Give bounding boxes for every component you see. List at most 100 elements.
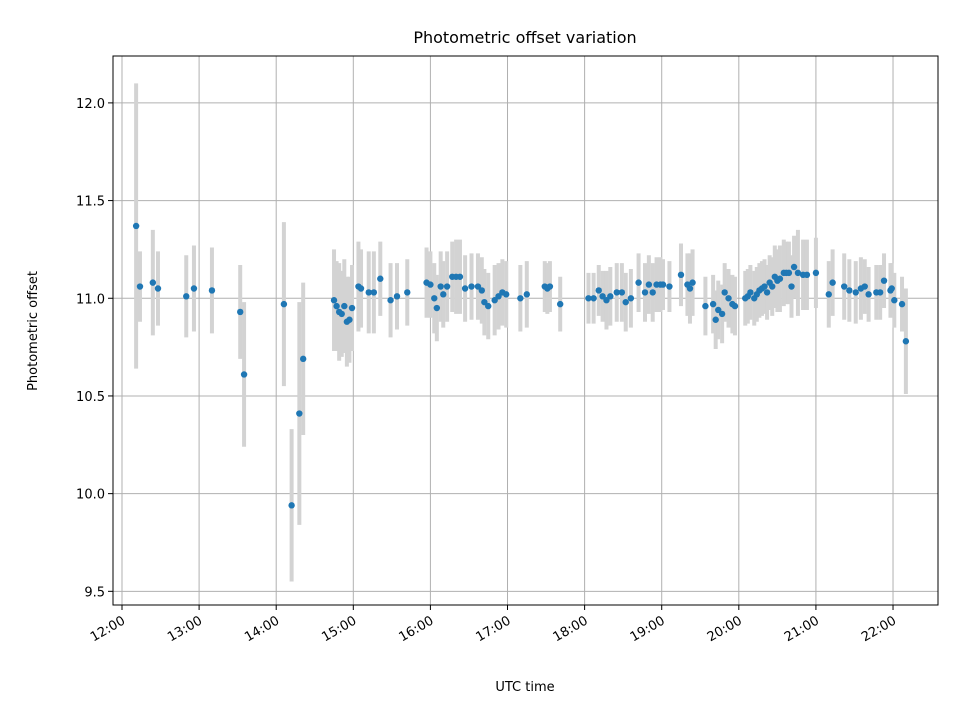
data-point — [725, 295, 732, 302]
data-points — [132, 222, 910, 509]
data-point — [709, 300, 717, 308]
data-point — [387, 297, 394, 304]
data-point — [677, 271, 685, 279]
data-point — [365, 289, 372, 296]
y-axis-label: Photometric offset — [26, 271, 41, 391]
data-point — [478, 287, 486, 294]
data-point — [627, 295, 635, 302]
data-point — [341, 302, 348, 310]
x-tick-label: 22:00 — [859, 613, 899, 645]
data-point — [599, 293, 606, 300]
y-tick-label: 11.5 — [76, 195, 105, 210]
data-point — [132, 222, 140, 230]
data-point — [440, 291, 447, 298]
data-point — [183, 293, 190, 300]
data-point — [812, 269, 820, 277]
grid — [113, 56, 938, 605]
y-tick-label: 12.0 — [76, 97, 105, 112]
data-point — [595, 287, 602, 294]
data-point — [613, 289, 620, 296]
data-point — [861, 283, 868, 290]
data-point — [491, 297, 498, 304]
x-axis-label: UTC time — [495, 680, 554, 695]
data-point — [641, 289, 649, 296]
data-point — [136, 283, 144, 290]
data-point — [747, 289, 754, 296]
x-tick-label: 16:00 — [396, 613, 436, 645]
data-point — [495, 293, 502, 300]
data-point — [346, 316, 353, 323]
data-point — [635, 279, 642, 286]
data-point — [825, 291, 832, 298]
data-point — [190, 285, 198, 292]
data-point — [208, 287, 216, 294]
data-point — [299, 355, 307, 363]
data-point — [731, 302, 739, 310]
data-point — [556, 300, 564, 308]
data-point — [718, 310, 726, 318]
data-point — [649, 289, 656, 296]
data-point — [785, 269, 793, 277]
data-point — [357, 285, 365, 292]
data-point — [370, 289, 378, 296]
data-point — [761, 283, 768, 290]
data-point — [902, 338, 910, 345]
x-tick-label: 21:00 — [782, 613, 822, 645]
data-point — [433, 304, 441, 312]
data-point — [474, 283, 482, 290]
x-tick-label: 12:00 — [88, 613, 128, 645]
x-tick-label: 15:00 — [319, 613, 359, 645]
data-point — [296, 410, 303, 417]
data-point — [333, 302, 340, 310]
data-point — [607, 293, 614, 300]
data-point — [288, 502, 295, 509]
data-point — [840, 283, 848, 290]
data-point — [829, 279, 836, 286]
data-point — [431, 295, 438, 302]
data-point — [456, 273, 464, 280]
data-point — [721, 289, 728, 296]
data-point — [427, 281, 434, 288]
x-tick-label: 19:00 — [628, 613, 668, 645]
data-point — [888, 285, 895, 292]
y-tick-label: 9.5 — [84, 585, 105, 600]
chart-title: Photometric offset variation — [413, 28, 636, 47]
data-point — [240, 371, 248, 378]
data-point — [769, 283, 776, 290]
data-point — [377, 275, 384, 282]
data-point — [794, 269, 802, 277]
x-tick-label: 17:00 — [474, 613, 514, 645]
data-point — [585, 295, 592, 302]
data-point — [712, 316, 719, 323]
data-point — [846, 287, 853, 294]
data-point — [149, 279, 157, 286]
data-point — [891, 297, 898, 304]
data-point — [689, 279, 696, 286]
data-point — [659, 281, 667, 288]
x-tick-label: 13:00 — [165, 613, 205, 645]
data-point — [803, 271, 811, 279]
data-point — [702, 302, 709, 310]
x-tick-label: 18:00 — [551, 613, 591, 645]
x-tick-label: 14:00 — [242, 613, 282, 645]
data-point — [876, 289, 884, 296]
y-tick-label: 10.5 — [76, 390, 105, 405]
data-point — [590, 295, 597, 302]
y-tick-label: 10.0 — [76, 488, 105, 503]
data-point — [330, 297, 338, 304]
data-point — [788, 283, 795, 290]
data-point — [443, 283, 451, 290]
data-point — [645, 281, 653, 288]
data-point — [763, 289, 771, 296]
data-point — [523, 291, 530, 298]
data-point — [715, 306, 722, 314]
data-point — [468, 283, 475, 290]
data-point — [865, 291, 872, 298]
data-point — [461, 285, 469, 292]
data-point — [898, 300, 906, 308]
x-tick-label: 20:00 — [705, 613, 745, 645]
data-point — [437, 283, 444, 290]
data-point — [603, 297, 610, 304]
data-point — [852, 289, 859, 296]
